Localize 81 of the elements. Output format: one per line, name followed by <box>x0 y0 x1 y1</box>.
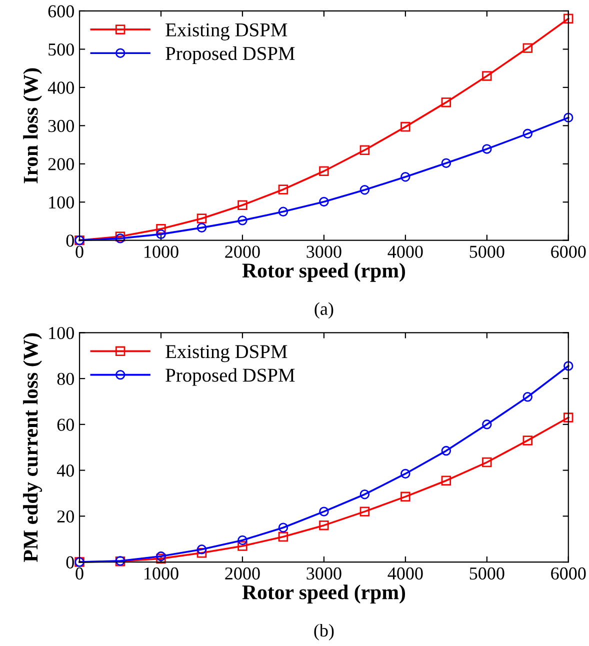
x-axis-title: Rotor speed (rpm) <box>242 262 406 282</box>
point <box>196 214 207 224</box>
point <box>238 216 248 226</box>
point <box>522 436 533 446</box>
point <box>360 145 370 155</box>
point <box>482 457 492 468</box>
point <box>360 506 370 516</box>
x-tick-label: 0 <box>76 567 84 580</box>
point <box>156 224 166 234</box>
point <box>564 14 574 24</box>
y-tick-label: 100 <box>49 326 74 340</box>
point <box>564 412 574 422</box>
y-tick-label: 20 <box>57 510 74 523</box>
x-tick-label: 2000 <box>225 246 260 258</box>
point <box>319 196 329 207</box>
x-tick-label: 6000 <box>551 246 586 258</box>
point <box>482 420 492 430</box>
point <box>564 112 574 122</box>
point <box>278 184 288 194</box>
y-axis-title: PM eddy current loss (W) <box>23 333 42 562</box>
point <box>400 492 410 502</box>
y-tick-label: 500 <box>48 43 74 56</box>
point <box>196 222 207 233</box>
point <box>238 200 248 210</box>
point <box>360 490 370 500</box>
point <box>360 185 370 195</box>
x-tick-label: 1000 <box>144 246 178 258</box>
point <box>482 144 492 154</box>
legend-label: Existing DSPM <box>166 345 288 362</box>
x-tick-label: 3000 <box>306 246 342 258</box>
y-tick-label: 400 <box>48 82 74 94</box>
point <box>238 535 248 546</box>
legend-label: Proposed DSPM <box>166 368 295 386</box>
x-tick-label: 2000 <box>225 567 260 580</box>
point <box>522 392 533 402</box>
point <box>319 166 329 176</box>
point <box>238 541 248 551</box>
point <box>156 229 166 240</box>
y-tick-label: 200 <box>48 158 74 170</box>
y-tick-label: 40 <box>56 464 74 477</box>
point <box>196 544 207 554</box>
point <box>400 468 410 479</box>
point <box>156 554 166 564</box>
y-axis-title: Iron loss (W) <box>23 68 42 184</box>
y-tick-label: 100 <box>49 196 74 209</box>
point <box>319 506 329 516</box>
point <box>564 361 574 371</box>
x-tick-label: 1000 <box>144 567 178 580</box>
x-tick-label: 3000 <box>306 567 342 580</box>
point <box>400 122 410 132</box>
point <box>278 522 288 532</box>
x-tick-label: 0 <box>76 246 84 258</box>
point <box>196 548 207 558</box>
x-tick-label: 6000 <box>551 567 586 580</box>
point <box>482 71 492 81</box>
text: (a) <box>314 302 334 319</box>
x-tick-label: 4000 <box>388 246 423 258</box>
legend-label: Proposed DSPM <box>166 46 295 64</box>
y-tick-label: 80 <box>57 372 74 385</box>
x-tick-label: 5000 <box>470 567 504 580</box>
y-tick-label: 300 <box>48 120 74 132</box>
x-axis-title: Rotor speed (rpm) <box>242 584 406 604</box>
point <box>156 551 166 562</box>
legend-label: Existing DSPM <box>166 23 288 40</box>
point <box>441 97 452 108</box>
point <box>319 520 329 530</box>
point <box>522 43 533 53</box>
point <box>400 172 410 182</box>
point <box>278 532 288 542</box>
y-tick-label: 0 <box>66 234 74 247</box>
point <box>441 158 452 168</box>
point <box>441 476 452 486</box>
x-tick-label: 5000 <box>470 246 504 258</box>
y-tick-label: 0 <box>66 556 74 568</box>
point <box>441 446 452 456</box>
point <box>522 128 533 139</box>
text: (b) <box>314 624 334 640</box>
point <box>278 206 288 217</box>
y-tick-label: 60 <box>57 418 74 431</box>
y-tick-label: 600 <box>48 5 74 18</box>
x-tick-label: 4000 <box>388 567 423 580</box>
